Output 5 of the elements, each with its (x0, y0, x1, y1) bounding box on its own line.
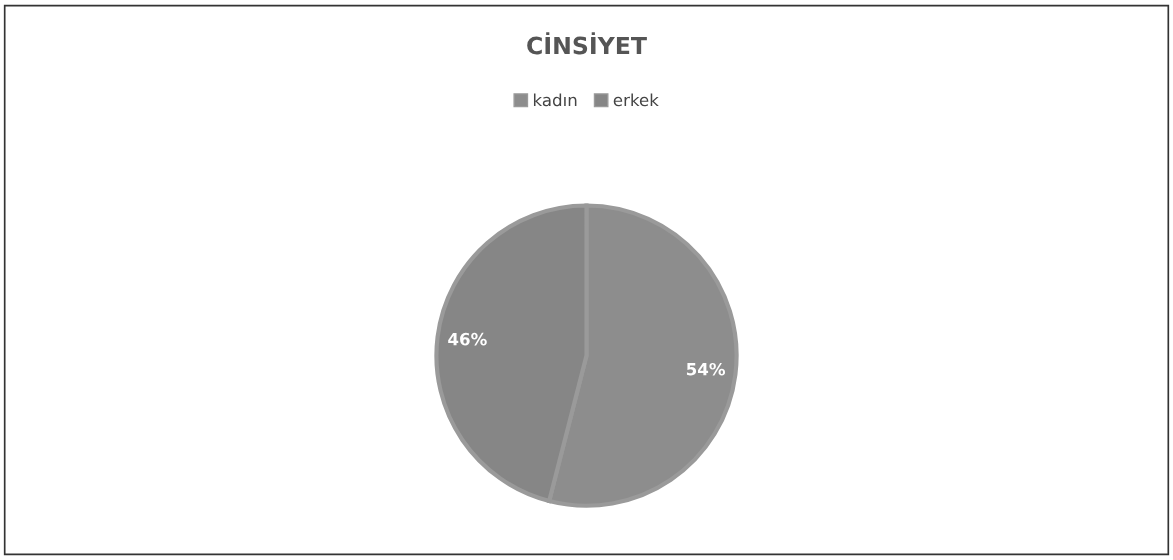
data-label: 54% (686, 362, 726, 376)
legend-label: kadın (533, 93, 577, 107)
legend-label: erkek (613, 93, 659, 107)
chart-title: CİNSİYET (527, 32, 647, 55)
data-label: 46% (448, 332, 487, 346)
